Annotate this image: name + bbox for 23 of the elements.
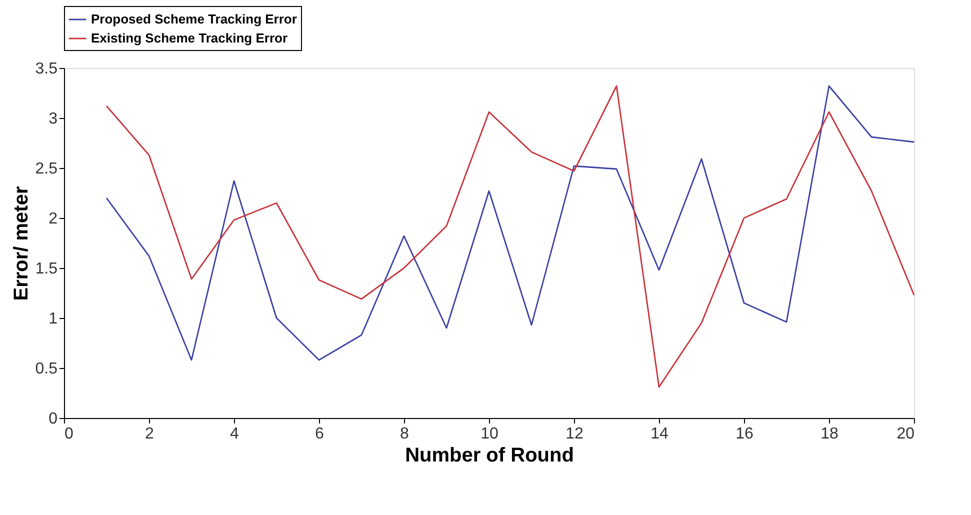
x-tick-label: 8: [400, 426, 410, 442]
y-tick-label: 1: [48, 310, 58, 328]
y-tick-label: 1.5: [35, 260, 58, 278]
y-tick-label: 3: [48, 110, 58, 128]
y-tick-label: 3.5: [35, 60, 58, 78]
x-tick-label: 0: [64, 426, 74, 442]
y-tick-label: 0: [48, 410, 58, 428]
y-axis-title: Error/ meter: [10, 186, 32, 301]
x-tick-label: 18: [820, 426, 838, 442]
x-tick-label: 6: [315, 426, 324, 442]
x-tick-label: 2: [145, 426, 154, 442]
y-tick-label: 0.5: [35, 360, 58, 378]
x-tick-label: 14: [650, 426, 668, 442]
y-tick-label: 2.5: [35, 160, 58, 178]
x-axis-title: Number of Round: [405, 444, 574, 466]
y-tick-label: 2: [48, 210, 58, 228]
x-tick-label: 4: [230, 426, 240, 442]
x-tick-label: 16: [736, 426, 754, 442]
x-tick-label: 10: [480, 426, 498, 442]
x-tick-label: 20: [896, 426, 915, 442]
legend-label: Proposed Scheme Tracking Error: [91, 12, 297, 26]
legend-label: Existing Scheme Tracking Error: [91, 30, 288, 46]
x-tick-label: 12: [566, 426, 584, 442]
